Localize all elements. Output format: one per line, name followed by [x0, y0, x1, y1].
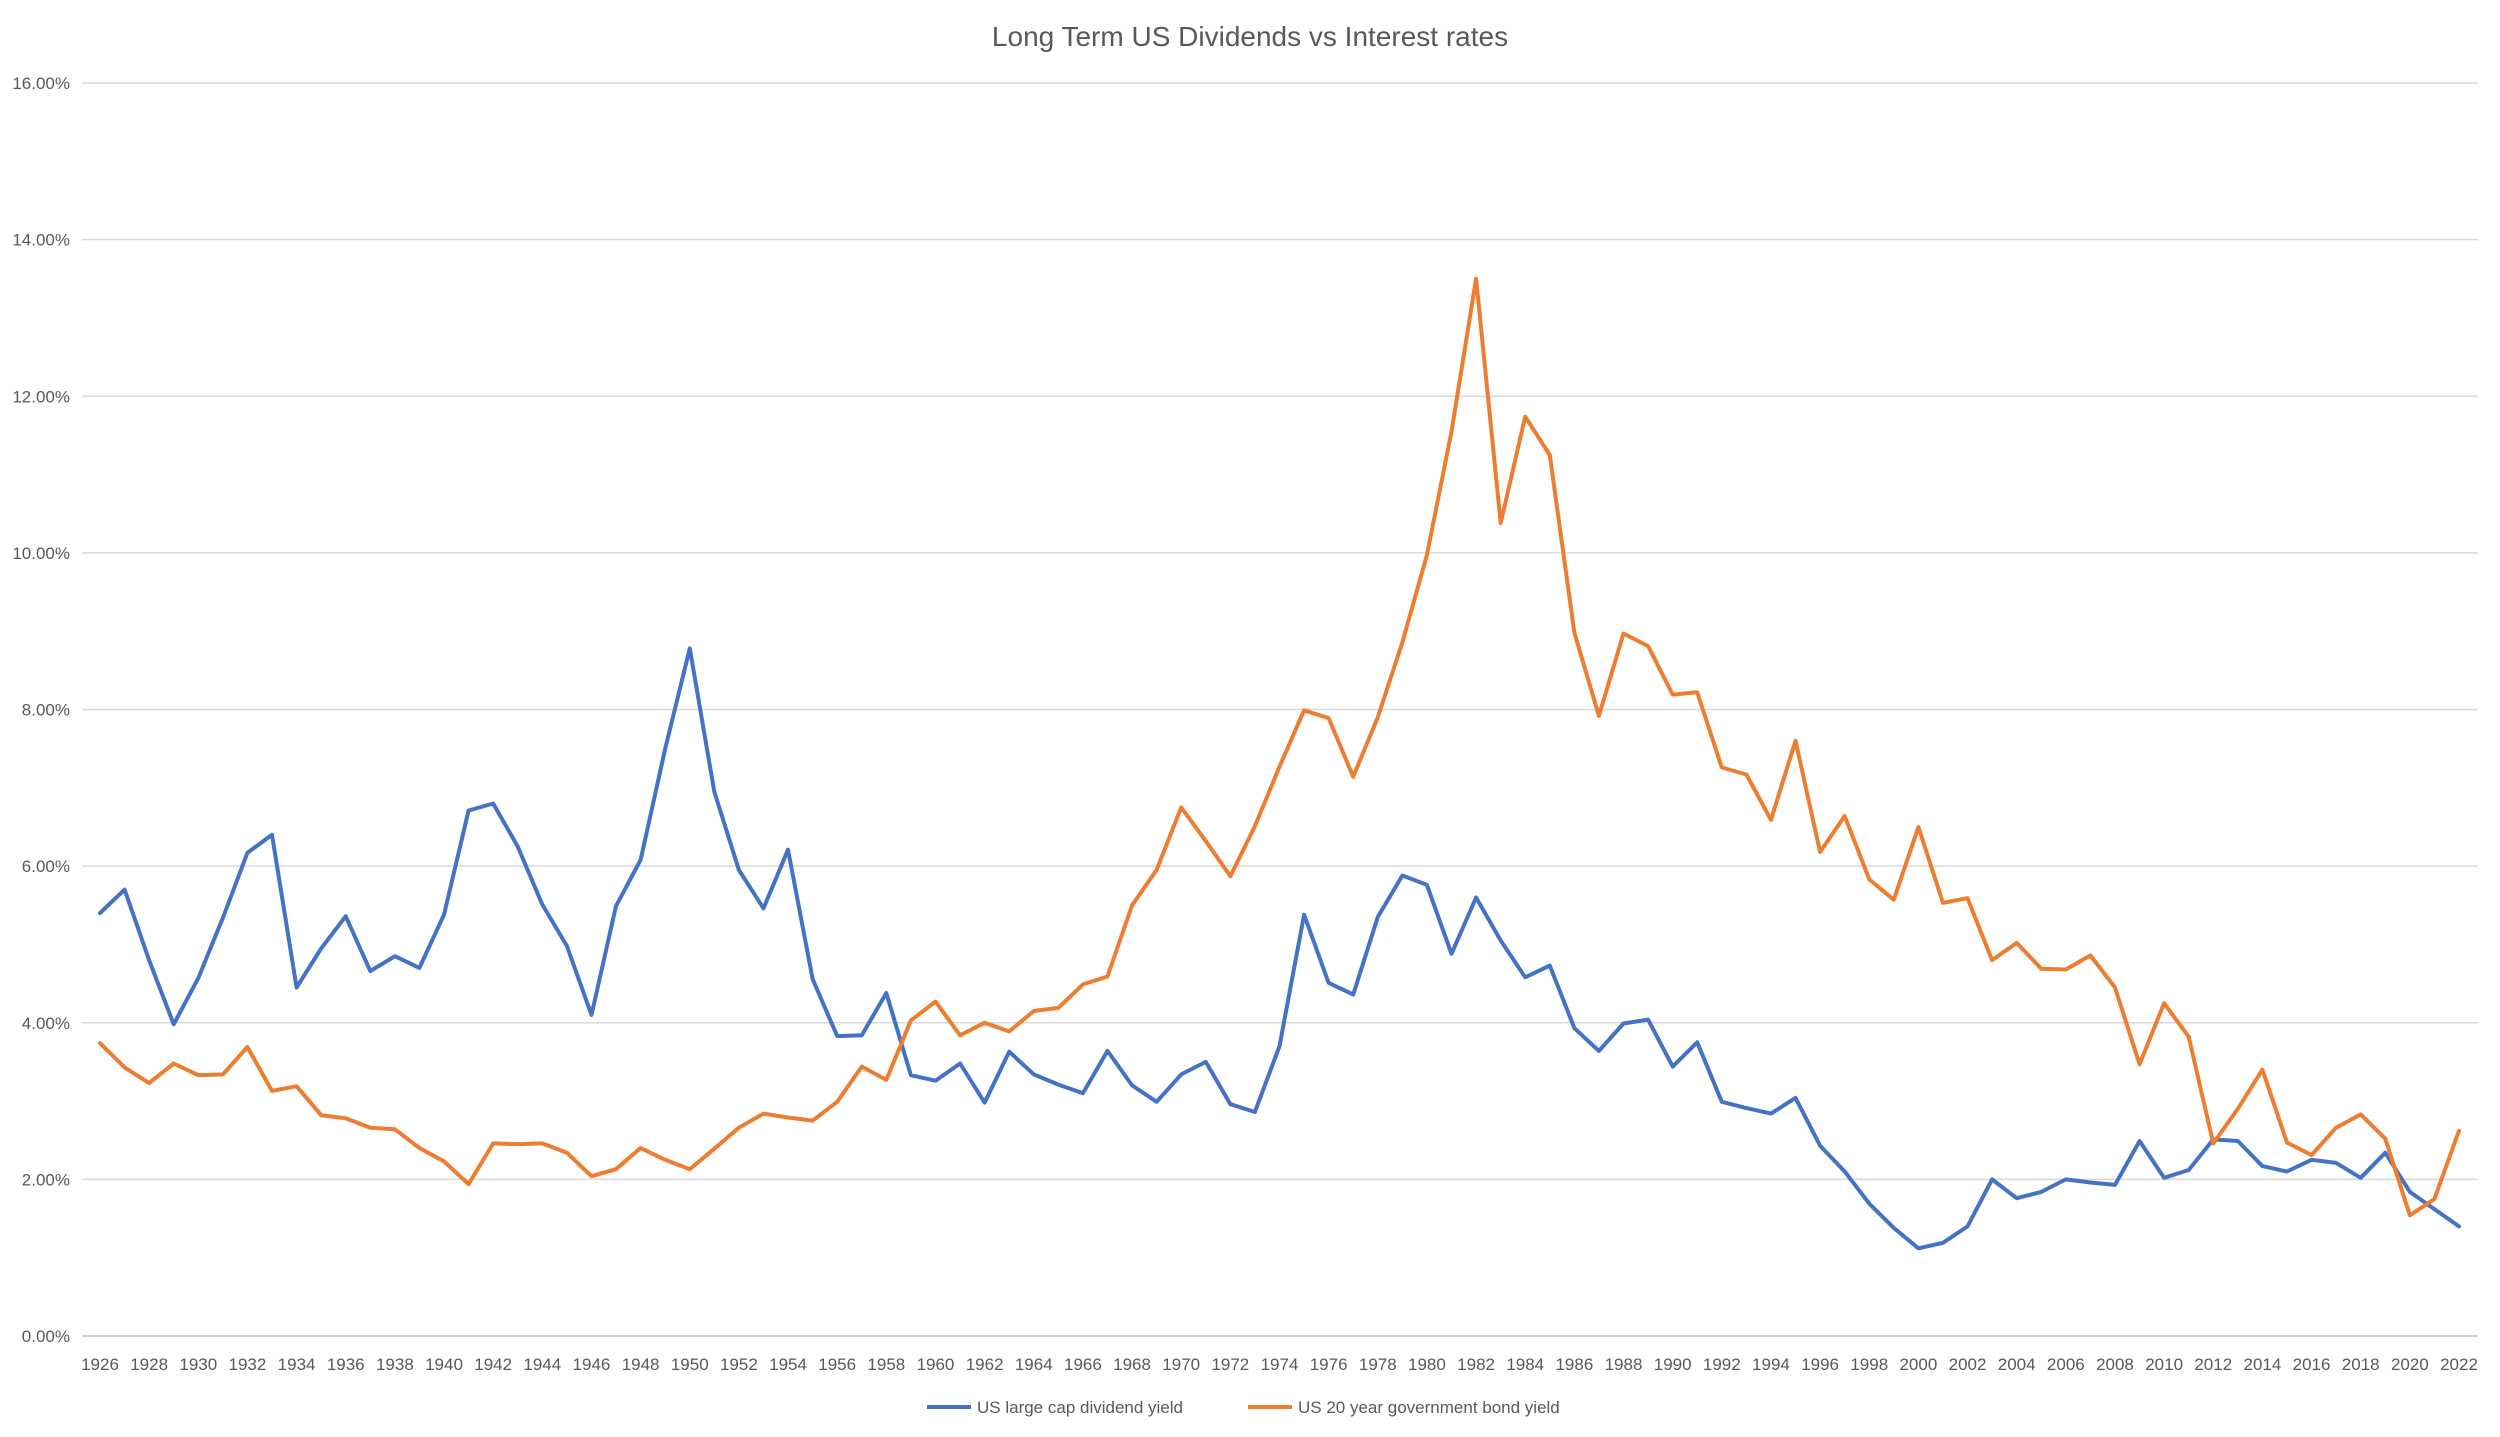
x-tick-label: 1948 — [622, 1355, 660, 1374]
y-tick-label: 4.00% — [22, 1014, 70, 1033]
x-tick-label: 1982 — [1457, 1355, 1495, 1374]
x-tick-label: 2008 — [2096, 1355, 2134, 1374]
x-tick-label: 1976 — [1310, 1355, 1348, 1374]
x-tick-label: 1960 — [917, 1355, 955, 1374]
x-tick-label: 1968 — [1113, 1355, 1151, 1374]
x-tick-label: 2016 — [2293, 1355, 2331, 1374]
x-tick-label: 2000 — [1899, 1355, 1937, 1374]
legend-label: US 20 year government bond yield — [1298, 1398, 1560, 1417]
x-tick-label: 1928 — [130, 1355, 168, 1374]
x-tick-label: 1936 — [327, 1355, 365, 1374]
x-tick-label: 2018 — [2342, 1355, 2380, 1374]
y-tick-label: 16.00% — [12, 74, 70, 93]
y-tick-label: 10.00% — [12, 544, 70, 563]
x-axis-tick-labels: 1926 1928 1930 1932 1934 1936 1938 1940 1942 1944… — [81, 1355, 2478, 1374]
legend-label: US large cap dividend yield — [977, 1398, 1183, 1417]
x-tick-label: 1978 — [1359, 1355, 1397, 1374]
x-tick-label: 1952 — [720, 1355, 758, 1374]
y-tick-label: 8.00% — [22, 701, 70, 720]
x-tick-label: 2004 — [1998, 1355, 2036, 1374]
x-tick-label: 1946 — [573, 1355, 611, 1374]
x-tick-label: 1962 — [966, 1355, 1004, 1374]
x-tick-label: 1934 — [278, 1355, 316, 1374]
x-tick-label: 1956 — [818, 1355, 856, 1374]
x-tick-label: 2020 — [2391, 1355, 2429, 1374]
x-tick-label: 2014 — [2244, 1355, 2282, 1374]
x-tick-label: 1986 — [1555, 1355, 1593, 1374]
x-tick-label: 1926 — [81, 1355, 119, 1374]
x-tick-label: 2022 — [2440, 1355, 2478, 1374]
x-tick-label: 1930 — [179, 1355, 217, 1374]
x-tick-label: 1958 — [867, 1355, 905, 1374]
x-tick-label: 2006 — [2047, 1355, 2085, 1374]
x-tick-label: 1994 — [1752, 1355, 1790, 1374]
x-tick-label: 1974 — [1261, 1355, 1299, 1374]
x-tick-label: 2010 — [2145, 1355, 2183, 1374]
x-tick-label: 1954 — [769, 1355, 807, 1374]
x-tick-label: 1984 — [1506, 1355, 1544, 1374]
x-tick-label: 2002 — [1949, 1355, 1987, 1374]
gridlines — [82, 82, 2478, 1337]
y-tick-label: 6.00% — [22, 857, 70, 876]
x-tick-label: 2012 — [2194, 1355, 2232, 1374]
x-tick-label: 1970 — [1162, 1355, 1200, 1374]
x-tick-label: 1966 — [1064, 1355, 1102, 1374]
series-lines — [98, 276, 2461, 1251]
y-axis-tick-labels: 0.00% 2.00% 4.00% 6.00% 8.00% 10.00% 12.00% 14.… — [12, 74, 70, 1346]
y-tick-label: 2.00% — [22, 1170, 70, 1189]
x-tick-label: 1938 — [376, 1355, 414, 1374]
y-tick-label: 14.00% — [12, 231, 70, 250]
x-tick-label: 1972 — [1211, 1355, 1249, 1374]
series-line-2 — [98, 276, 2461, 1218]
series-line-1 — [98, 646, 2461, 1251]
x-tick-label: 1990 — [1654, 1355, 1692, 1374]
chart-title: Long Term US Dividends vs Interest rates — [992, 21, 1508, 52]
x-tick-label: 1944 — [523, 1355, 561, 1374]
x-tick-label: 1988 — [1605, 1355, 1643, 1374]
x-tick-label: 1940 — [425, 1355, 463, 1374]
x-tick-label: 1942 — [474, 1355, 512, 1374]
x-tick-label: 1998 — [1850, 1355, 1888, 1374]
legend: US large cap dividend yield US 20 year go… — [927, 1398, 1560, 1417]
x-tick-label: 1992 — [1703, 1355, 1741, 1374]
x-tick-label: 1950 — [671, 1355, 709, 1374]
y-tick-label: 12.00% — [12, 387, 70, 406]
x-tick-label: 1932 — [229, 1355, 267, 1374]
y-tick-label: 0.00% — [22, 1327, 70, 1346]
x-tick-label: 1964 — [1015, 1355, 1053, 1374]
x-tick-label: 1996 — [1801, 1355, 1839, 1374]
x-tick-label: 1980 — [1408, 1355, 1446, 1374]
